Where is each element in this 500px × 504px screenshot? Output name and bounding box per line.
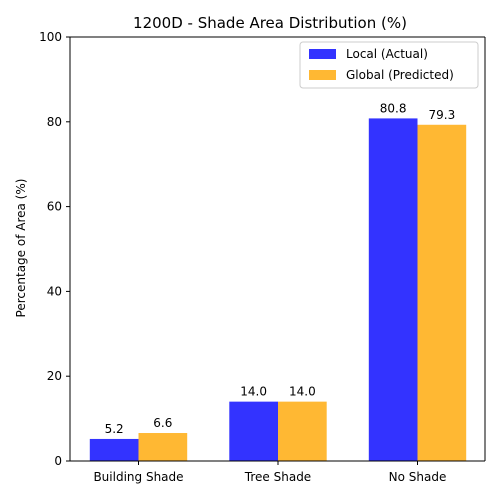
bar-value-label: 5.2 — [105, 422, 124, 436]
y-tick-label: 40 — [47, 284, 62, 298]
bar — [417, 124, 467, 462]
legend-swatch — [309, 49, 336, 59]
legend-box — [299, 41, 479, 89]
legend-label: Local (Actual) — [346, 47, 428, 61]
bar-value-label: 80.8 — [380, 101, 407, 115]
value-labels-layer: 5.2 6.6 14.0 14.0 80.8 79.3 — [105, 101, 456, 436]
x-tick-label: Building Shade — [93, 470, 183, 484]
y-axis-label: Percentage of Area (%) — [14, 179, 28, 318]
bars-layer — [89, 118, 467, 462]
bar-value-label: 14.0 — [240, 385, 267, 399]
y-tick-label: 60 — [47, 200, 62, 214]
axes-layer: 0 20 40 60 80 100 Building Shade Tree Shade No S… — [39, 30, 486, 484]
y-tick-label: 20 — [47, 369, 62, 383]
bar-value-label: 6.6 — [153, 416, 172, 430]
y-tick-label: 0 — [54, 454, 62, 468]
x-tick-label: No Shade — [389, 470, 447, 484]
legend-swatch — [309, 70, 336, 80]
y-tick-label: 100 — [39, 30, 62, 44]
bar-value-label: 14.0 — [289, 385, 316, 399]
legend-label: Global (Predicted) — [346, 68, 454, 82]
bar-value-label: 79.3 — [428, 108, 455, 122]
y-tick-label: 80 — [47, 115, 62, 129]
chart-title: 1200D - Shade Area Distribution (%) — [133, 14, 407, 32]
bar — [278, 401, 327, 461]
legend: Local (Actual) Global (Predicted) — [299, 41, 479, 89]
x-tick-label: Tree Shade — [244, 470, 311, 484]
bar — [368, 118, 418, 461]
bar — [89, 438, 139, 461]
bar — [229, 401, 278, 461]
bar — [138, 433, 188, 461]
